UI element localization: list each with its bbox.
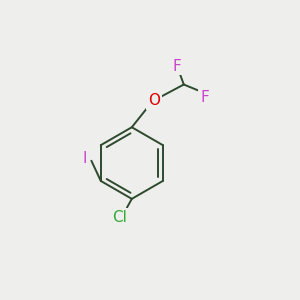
Text: Cl: Cl <box>112 210 127 225</box>
Text: O: O <box>148 93 160 108</box>
Text: F: F <box>200 90 209 105</box>
Text: F: F <box>172 58 181 74</box>
Text: I: I <box>82 151 87 166</box>
